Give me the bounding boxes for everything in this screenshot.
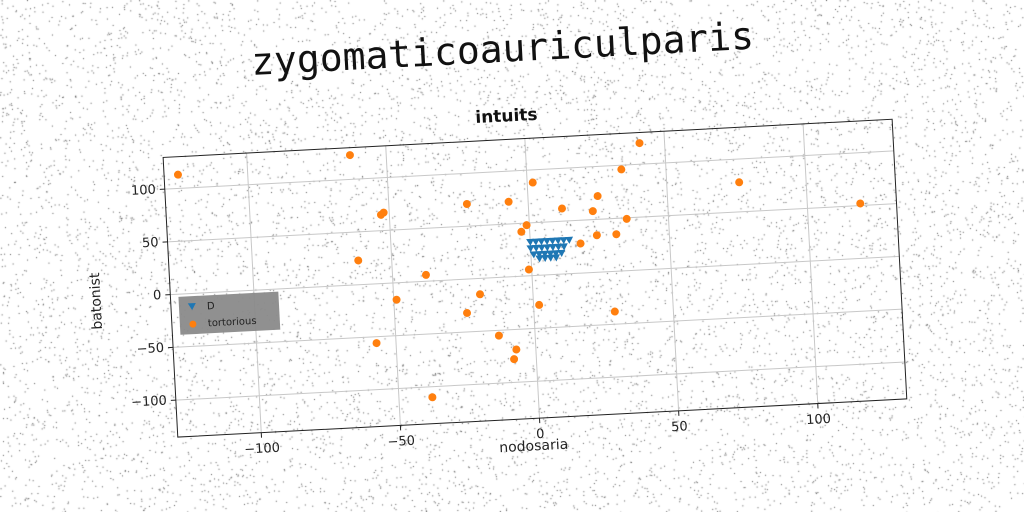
y-tick-label: 50 (142, 235, 159, 251)
data-point-tortorious (463, 309, 471, 317)
scatter-figure: intuits −100 −50 0 50 100 100 50 0 −50 −100 nodos… (71, 78, 929, 481)
legend: D tortorious (178, 292, 280, 335)
data-point-tortorious (529, 178, 537, 186)
y-axis-label: batonist (87, 272, 106, 330)
data-marks (173, 124, 873, 414)
x-axis-label: nodosaria (499, 437, 569, 457)
data-point-tortorious (510, 355, 518, 363)
x-tick-label: −50 (387, 434, 415, 450)
data-point-tortorious (354, 256, 362, 264)
data-point-D (560, 243, 568, 250)
grid (163, 119, 907, 437)
data-point-tortorious (617, 165, 625, 173)
y-grid-line (170, 256, 899, 294)
x-tick-label: 100 (806, 412, 832, 428)
y-grid-line (173, 309, 902, 347)
data-point-tortorious (174, 170, 182, 178)
data-point-tortorious (558, 204, 566, 212)
legend-box (178, 292, 280, 335)
data-point-tortorious (495, 331, 503, 339)
data-point-D (552, 254, 560, 261)
data-point-D (565, 237, 573, 244)
data-point-tortorious (611, 307, 619, 315)
y-tick-label: −50 (136, 341, 164, 357)
data-point-tortorious (623, 215, 631, 223)
data-point-tortorious (593, 231, 601, 239)
data-point-tortorious (612, 230, 620, 238)
y-grid-line (168, 204, 897, 242)
data-point-tortorious (593, 192, 601, 200)
y-tick-label: 0 (153, 288, 162, 303)
y-tick-label: −100 (131, 394, 167, 411)
data-point-tortorious (422, 271, 430, 279)
legend-label-D: D (207, 301, 216, 312)
data-point-tortorious (856, 199, 864, 207)
y-grid-line (176, 362, 905, 400)
data-point-tortorious (535, 301, 543, 309)
chart-title: intuits (475, 105, 538, 128)
data-point-tortorious (512, 345, 520, 353)
figure-super-title: zygomaticoauriculparis (250, 14, 755, 84)
data-point-tortorious (346, 151, 354, 159)
x-grid-line (664, 131, 679, 411)
data-point-tortorious (504, 198, 512, 206)
x-tick-label: −100 (244, 441, 280, 458)
data-point-tortorious (735, 178, 743, 186)
plot-frame (163, 119, 907, 437)
data-point-tortorious (476, 290, 484, 298)
x-tick-label: 50 (671, 419, 688, 435)
data-point-tortorious (372, 339, 380, 347)
data-point-tortorious (463, 200, 471, 208)
x-grid-line (386, 146, 401, 426)
data-point-tortorious (589, 207, 597, 215)
y-tick-label: 100 (131, 183, 157, 199)
data-point-tortorious (635, 139, 643, 147)
data-point-tortorious (428, 393, 436, 401)
data-point-tortorious (576, 239, 584, 247)
scatter-chart: intuits −100 −50 0 50 100100500−50−100 nodos… (71, 78, 929, 481)
x-grid-line (803, 124, 818, 404)
data-point-tortorious (517, 228, 525, 236)
